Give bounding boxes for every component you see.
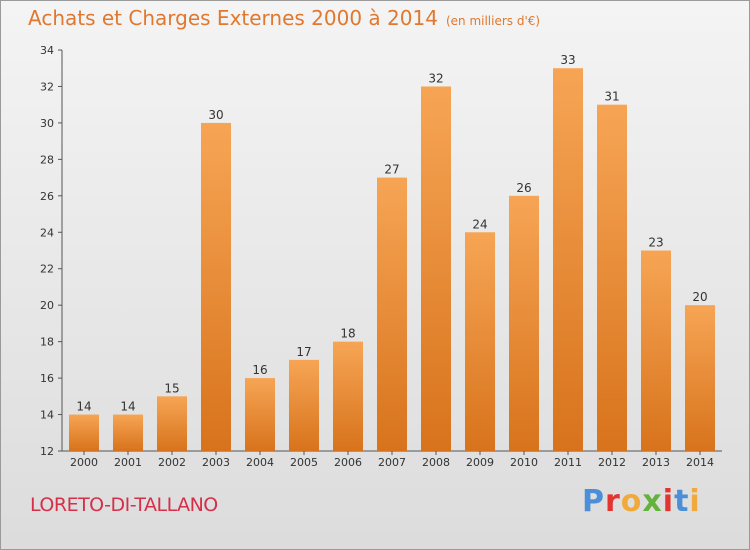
x-tick-label-2002: 2002: [158, 456, 186, 469]
x-tick-label-2003: 2003: [202, 456, 230, 469]
bar-2008: [421, 86, 451, 452]
bar-2002: [157, 396, 187, 451]
bar-2005: [289, 359, 319, 451]
y-tick-label: 24: [40, 226, 54, 239]
data-label-2008: 32: [428, 71, 443, 85]
data-label-2014: 20: [692, 290, 707, 304]
data-label-2001: 14: [120, 400, 135, 414]
x-tick-label-2010: 2010: [510, 456, 538, 469]
bar-2012: [597, 104, 627, 451]
data-label-2013: 23: [648, 236, 663, 250]
data-label-2006: 18: [340, 327, 355, 341]
y-tick-label: 20: [40, 299, 54, 312]
x-tick-label-2007: 2007: [378, 456, 406, 469]
x-tick-label-2004: 2004: [246, 456, 274, 469]
data-label-2003: 30: [208, 108, 223, 122]
y-tick-label: 22: [40, 263, 54, 276]
y-tick-label: 26: [40, 190, 54, 203]
y-tick-label: 18: [40, 336, 54, 349]
x-tick-label-2009: 2009: [466, 456, 494, 469]
data-label-2004: 16: [252, 363, 267, 377]
x-tick-label-2014: 2014: [686, 456, 714, 469]
logo-letter: i: [662, 484, 675, 519]
data-label-2012: 31: [604, 90, 619, 104]
data-label-2007: 27: [384, 163, 399, 177]
bar-2007: [377, 177, 407, 451]
x-tick-label-2005: 2005: [290, 456, 318, 469]
bar-2001: [113, 414, 143, 451]
bar-2009: [465, 232, 495, 451]
data-label-2002: 15: [164, 381, 179, 395]
logo-letter: i: [689, 484, 701, 519]
bar-2000: [69, 414, 99, 451]
x-tick-label-2000: 2000: [70, 456, 98, 469]
bar-2014: [685, 305, 715, 451]
x-tick-label-2006: 2006: [334, 456, 362, 469]
x-tick-label-2013: 2013: [642, 456, 670, 469]
title-unit: (en milliers d'€): [445, 14, 541, 28]
y-tick-label: 14: [40, 409, 54, 422]
y-tick-label: 16: [40, 372, 54, 385]
y-tick-label: 30: [40, 117, 54, 130]
x-tick-label-2008: 2008: [422, 456, 450, 469]
logo-letter: P: [582, 484, 605, 519]
bar-2003: [201, 122, 231, 451]
bar-2011: [553, 68, 583, 452]
y-tick-label: 12: [40, 445, 54, 458]
x-tick-label-2011: 2011: [554, 456, 582, 469]
y-tick-label: 34: [40, 44, 54, 57]
data-label-2010: 26: [516, 181, 531, 195]
logo-letter: t: [674, 484, 690, 519]
y-tick-label: 32: [40, 80, 54, 93]
logo-letter: r: [605, 484, 621, 519]
title-text: Achats et Charges Externes 2000 à 2014: [28, 6, 438, 30]
data-label-2011: 33: [560, 53, 575, 67]
bar-2013: [641, 250, 671, 451]
x-tick-label-2012: 2012: [598, 456, 626, 469]
data-label-2005: 17: [296, 345, 311, 359]
place-name: LORETO-DI-TALLANO: [30, 494, 218, 516]
bar-2006: [333, 341, 363, 451]
logo-letter: o: [620, 484, 643, 519]
proxiti-logo[interactable]: Proxiti: [582, 484, 701, 519]
logo-letter: x: [642, 484, 663, 519]
data-label-2009: 24: [472, 217, 487, 231]
bars: 14 14 15 30 16 17 18 27 32 24 26 33 31 23 20: [69, 53, 715, 452]
data-label-2000: 14: [76, 400, 91, 414]
bar-2010: [509, 195, 539, 451]
chart-title: Achats et Charges Externes 2000 à 2014 (e…: [28, 6, 540, 30]
y-tick-label: 28: [40, 153, 54, 166]
x-tick-label-2001: 2001: [114, 456, 142, 469]
bar-2004: [245, 378, 275, 451]
